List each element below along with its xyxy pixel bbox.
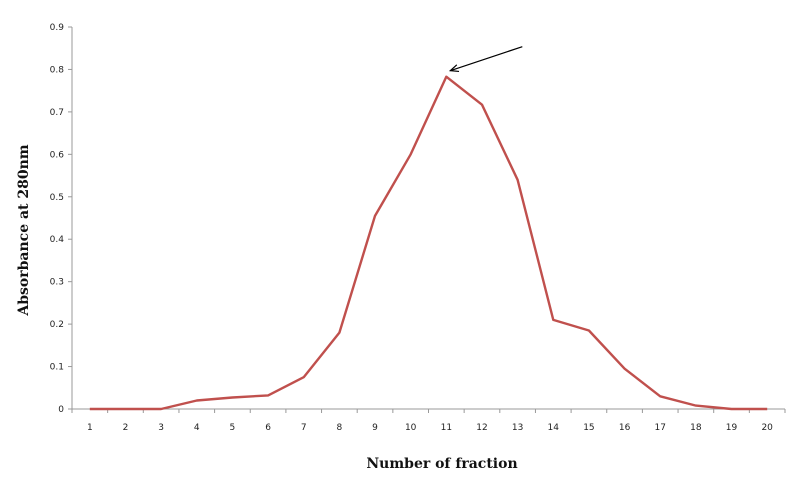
x-tick-label: 4 (194, 423, 200, 433)
x-tick-label: 7 (301, 423, 307, 433)
x-axis-title: Number of fraction (366, 456, 517, 472)
x-tick-label: 17 (654, 423, 665, 433)
y-tick-label: 0.8 (50, 65, 65, 75)
x-tick-label: 8 (337, 423, 343, 433)
x-tick-label: 13 (512, 423, 523, 433)
x-tick-label: 1 (87, 423, 93, 433)
y-tick-label: 0.7 (50, 108, 64, 118)
y-tick-label: 0.4 (50, 235, 65, 245)
x-tick-label: 14 (548, 423, 560, 433)
x-tick-label: 11 (441, 423, 452, 433)
y-tick-label: 0.3 (50, 278, 64, 288)
x-tick-label: 12 (476, 423, 487, 433)
x-tick-label: 3 (158, 423, 164, 433)
y-tick-label: 0.6 (50, 150, 65, 160)
y-axis-ticks: 0 0.1 0.2 0.3 0.4 0.5 0.6 0.7 0.8 0.9 (50, 23, 72, 415)
series-group (89, 75, 768, 411)
peak-annotation (448, 46, 523, 73)
annotation-arrow-head (448, 64, 460, 73)
x-tick-label: 10 (405, 423, 417, 433)
x-tick-label: 20 (761, 423, 773, 433)
series-line (89, 75, 768, 411)
x-tick-label: 6 (265, 423, 271, 433)
x-tick-label: 19 (726, 423, 738, 433)
x-tick-label: 5 (230, 423, 236, 433)
x-axis-ticks: 1 2 3 4 5 6 7 8 9 10 11 12 13 14 15 16 17 18 19 20 (71, 409, 786, 433)
x-tick-label: 16 (619, 423, 631, 433)
y-tick-label: 0 (58, 405, 64, 415)
x-tick-label: 18 (690, 423, 702, 433)
x-tick-label: 2 (123, 423, 129, 433)
annotation-arrow-line (450, 46, 523, 72)
y-axis-title: Absorbance at 280nm (16, 144, 32, 316)
x-tick-label: 9 (372, 423, 378, 433)
y-tick-label: 0.9 (50, 23, 65, 33)
y-tick-label: 0.1 (50, 363, 64, 373)
x-tick-label: 15 (583, 423, 594, 433)
y-tick-label: 0.2 (50, 320, 64, 330)
y-tick-label: 0.5 (50, 193, 64, 203)
